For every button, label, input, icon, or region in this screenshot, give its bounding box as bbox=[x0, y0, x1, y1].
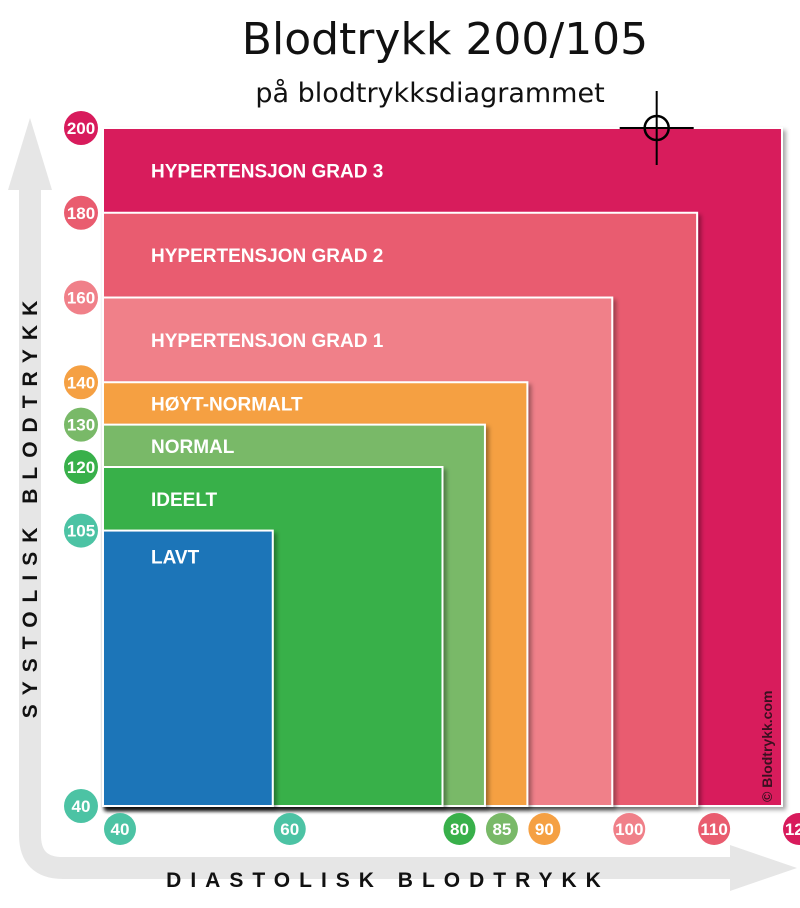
y-tick-badge bbox=[64, 280, 98, 315]
x-axis-label: DIASTOLISK BLODTRYKK bbox=[166, 869, 610, 892]
axis-arrows bbox=[8, 118, 797, 891]
y-tick-180: 180 bbox=[64, 195, 98, 230]
x-tick-label: 100 bbox=[615, 820, 643, 839]
y-tick-label: 120 bbox=[67, 458, 95, 477]
y-tick-160: 160 bbox=[64, 280, 98, 315]
y-axis-label: SYSTOLISK BLODTRYKK bbox=[19, 292, 42, 719]
y-tick-130: 130 bbox=[64, 407, 98, 442]
reading-marker bbox=[619, 91, 694, 165]
y-tick-105: 105 bbox=[64, 513, 98, 548]
x-tick-label: 40 bbox=[111, 820, 130, 839]
x-tick-badge bbox=[613, 813, 646, 845]
y-tick-badge bbox=[64, 450, 98, 484]
y-tick-badge bbox=[64, 513, 98, 548]
x-tick-label: 60 bbox=[280, 820, 299, 839]
x-tick-label: 90 bbox=[535, 820, 554, 839]
x-tick-120: 120 bbox=[783, 813, 800, 845]
x-tick-badge bbox=[528, 813, 561, 845]
x-tick-85: 85 bbox=[485, 813, 518, 845]
y-tick-badge bbox=[64, 365, 98, 400]
zone-label-lavt: LAVT bbox=[151, 548, 200, 569]
chart-title: Blodtrykk 200/105 bbox=[241, 14, 649, 65]
x-tick-label: 85 bbox=[492, 820, 511, 839]
zone-label-ideelt: IDEELT bbox=[151, 490, 218, 511]
y-tick-label: 130 bbox=[67, 416, 95, 435]
x-tick-110: 110 bbox=[698, 813, 731, 845]
chart-subtitle: på blodtrykksdiagrammet bbox=[255, 78, 605, 109]
y-tick-label: 180 bbox=[67, 204, 95, 223]
y-tick-badge bbox=[64, 195, 98, 230]
y-tick-120: 120 bbox=[64, 450, 98, 484]
x-tick-100: 100 bbox=[613, 813, 646, 845]
x-tick-label: 80 bbox=[450, 820, 469, 839]
x-tick-badge bbox=[443, 813, 476, 845]
x-tick-40: 40 bbox=[104, 813, 136, 845]
x-axis-arrowhead bbox=[730, 845, 797, 891]
y-ticks-group: 200 180 160 140 130 120 105 40 bbox=[64, 111, 98, 823]
x-tick-label: 110 bbox=[700, 820, 727, 839]
zone-label-hypertensjon-grad-1: HYPERTENSJON GRAD 1 bbox=[151, 331, 384, 352]
x-tick-badge bbox=[783, 813, 800, 845]
y-tick-200: 200 bbox=[64, 111, 98, 145]
x-tick-badge bbox=[485, 813, 518, 845]
axis-arrow-line bbox=[19, 190, 735, 879]
zones-group bbox=[102, 127, 783, 807]
x-tick-60: 60 bbox=[273, 813, 306, 845]
y-axis-arrowhead bbox=[8, 118, 52, 190]
x-tick-badge bbox=[273, 813, 306, 845]
y-tick-label: 140 bbox=[67, 373, 95, 392]
zone-label-normal: NORMAL bbox=[151, 437, 235, 458]
y-tick-badge bbox=[64, 111, 98, 145]
y-tick-badge bbox=[64, 407, 98, 442]
zone-label-hoyt-normalt: HØYT-NORMALT bbox=[151, 394, 303, 415]
zone-lavt bbox=[102, 529, 274, 807]
y-tick-label: 105 bbox=[67, 522, 95, 541]
x-tick-badge bbox=[698, 813, 731, 845]
copyright-text: © Blodtrykk.com bbox=[759, 691, 775, 802]
zone-labels-group: HYPERTENSJON GRAD 3 HYPERTENSJON GRAD 2 HY… bbox=[151, 161, 384, 568]
y-tick-badge bbox=[64, 789, 98, 823]
x-tick-label: 120 bbox=[785, 820, 800, 839]
crosshair-ring bbox=[643, 114, 670, 142]
x-ticks-group: 40 60 80 85 90 100 110 120 bbox=[104, 813, 800, 845]
y-tick-40: 40 bbox=[64, 789, 98, 823]
y-tick-label: 160 bbox=[67, 289, 95, 308]
y-tick-label: 40 bbox=[72, 797, 91, 816]
x-tick-80: 80 bbox=[443, 813, 476, 845]
x-tick-badge bbox=[104, 813, 136, 845]
y-tick-140: 140 bbox=[64, 365, 98, 400]
zone-label-hypertensjon-grad-3: HYPERTENSJON GRAD 3 bbox=[151, 161, 383, 182]
zone-label-hypertensjon-grad-2: HYPERTENSJON GRAD 2 bbox=[151, 246, 383, 267]
x-tick-90: 90 bbox=[528, 813, 561, 845]
y-tick-label: 200 bbox=[67, 119, 95, 138]
